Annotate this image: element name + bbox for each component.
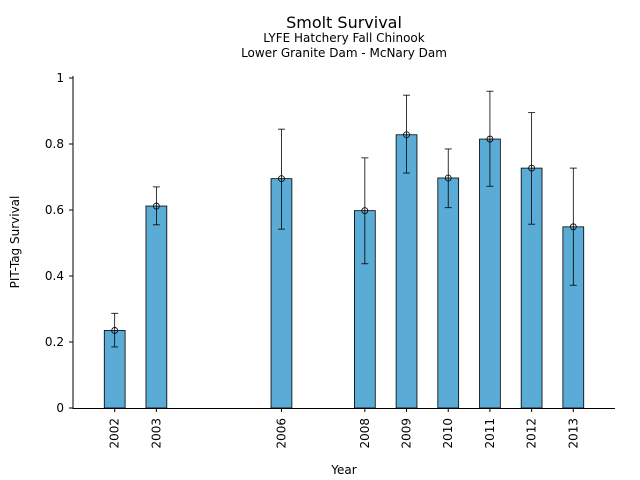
x-tick-label-2006: 2006 [274, 418, 288, 449]
y-axis-ticks: 0 0.2 0.4 0.6 0.8 1 [45, 71, 73, 415]
estimate-point-2011 [486, 135, 494, 143]
y-axis-label: PIT-Tag Survival [8, 196, 22, 289]
estimate-point-2006 [278, 175, 285, 183]
error-bars-group [111, 90, 577, 348]
y-tick-label-1: 0.2 [45, 335, 64, 349]
y-tick-label-0: 0 [56, 401, 64, 415]
x-tick-label-2008: 2008 [358, 418, 372, 449]
y-tick-label-2: 0.4 [45, 269, 64, 283]
y-tick-label-5: 1 [56, 71, 64, 85]
bar-2010 [437, 177, 460, 409]
x-tick-label-2010: 2010 [441, 418, 455, 449]
x-tick-label-2013: 2013 [566, 418, 580, 449]
x-axis-ticks: 2002 2003 2006 2008 2009 2010 2011 2012 2013 [108, 408, 580, 449]
estimate-point-2012 [528, 164, 536, 172]
estimate-point-2009 [403, 131, 410, 139]
y-tick-label-4: 0.8 [45, 137, 64, 151]
x-tick-label-2003: 2003 [149, 418, 163, 449]
chart-subtitle-1: LYFE Hatchery Fall Chinook [263, 31, 424, 45]
bar-2009 [395, 134, 418, 409]
chart-title: Smolt Survival [286, 13, 402, 32]
bar-2003 [145, 205, 168, 409]
x-tick-label-2002: 2002 [108, 418, 122, 449]
estimate-point-2010 [444, 174, 452, 182]
estimate-point-2003 [152, 202, 160, 210]
estimate-point-2002 [111, 327, 119, 334]
x-tick-label-2012: 2012 [525, 418, 539, 449]
chart-subtitle-2: Lower Granite Dam - McNary Dam [241, 46, 447, 60]
y-tick-label-3: 0.6 [45, 203, 64, 217]
x-tick-label-2011: 2011 [483, 418, 497, 449]
estimate-point-2008 [361, 207, 369, 215]
x-tick-label-2009: 2009 [400, 418, 414, 449]
estimate-point-2013 [569, 223, 577, 231]
x-axis-label: Year [330, 463, 356, 477]
bars-group [103, 134, 585, 409]
